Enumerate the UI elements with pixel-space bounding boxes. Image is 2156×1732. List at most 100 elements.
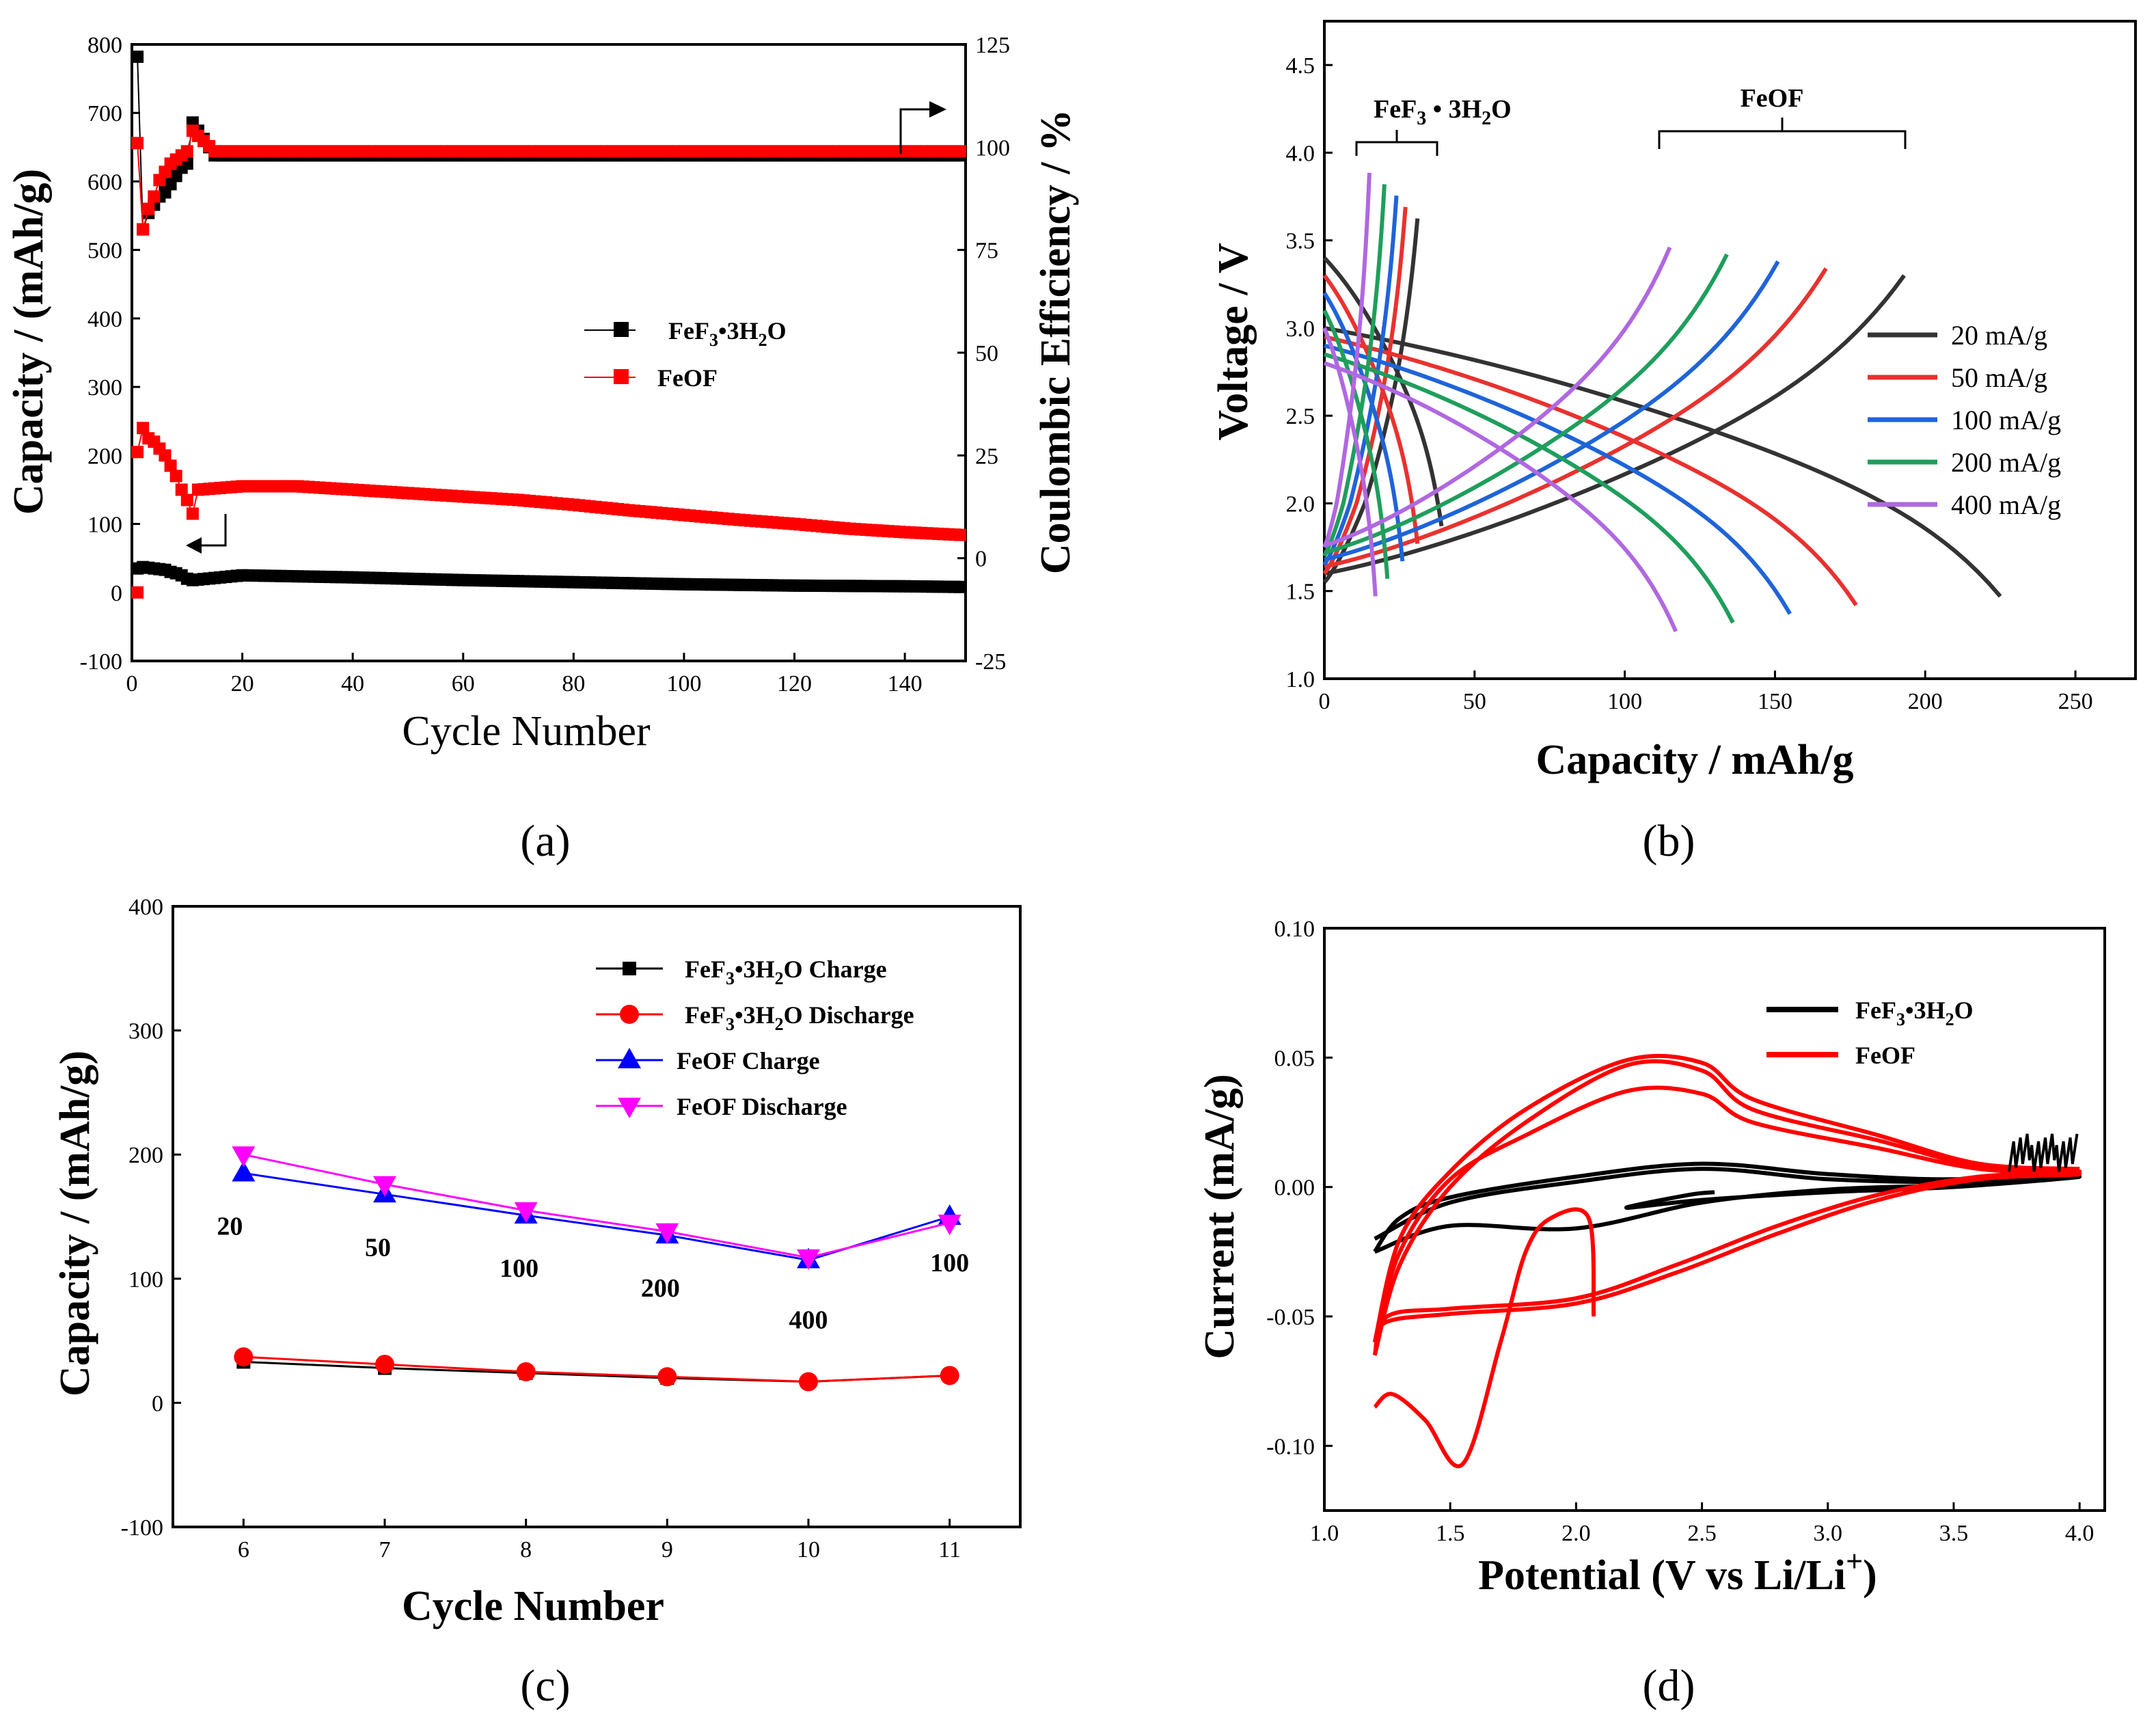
a-point bbox=[953, 528, 966, 541]
panel-a-ylabel: Capacity / (mAh/g) bbox=[5, 169, 52, 515]
c-series-line-2 bbox=[243, 1172, 951, 1262]
panel-c-chart: 6 7 8 9 10 11 -100 0 100 200 300 400 20 50 100 200 400 1… bbox=[52, 895, 1022, 1711]
b-curve-50mAg-1 bbox=[1324, 334, 1858, 606]
panel-b-plot-frame bbox=[1323, 20, 2137, 680]
b-curve-100mAg-1 bbox=[1324, 343, 1792, 615]
a-point bbox=[169, 470, 182, 483]
b-curve-50mAg-0 bbox=[1324, 267, 1828, 569]
a-point bbox=[131, 51, 144, 64]
c-marker-circle bbox=[657, 1367, 677, 1387]
c-series-line-1 bbox=[243, 1355, 950, 1383]
c-marker-triangle-down bbox=[797, 1249, 820, 1270]
a-x-tick-label: 60 bbox=[452, 671, 475, 696]
b-curve-50mAg-3 bbox=[1322, 274, 1420, 544]
panel-a-arrowhead-right bbox=[929, 101, 946, 118]
legend-label-feof: FeOF bbox=[657, 364, 718, 392]
c-y-tick-label: 100 bbox=[128, 1267, 163, 1293]
panel-d-xlabel: Potential (V vs Li/Li+) bbox=[1478, 1545, 1877, 1599]
a-point bbox=[953, 580, 966, 593]
a-x-tick-label: 0 bbox=[126, 671, 138, 696]
feof-group-label: FeOF bbox=[1741, 84, 1804, 113]
a-point bbox=[131, 586, 144, 599]
d-y-tick-label: 0.05 bbox=[1274, 1046, 1315, 1071]
a-yr-tick-label: 50 bbox=[975, 341, 998, 366]
b-legend-label: 400 mA/g bbox=[1951, 489, 2061, 520]
b-x-tick-label: 0 bbox=[1319, 689, 1331, 714]
panel-a-arrow-right-axis bbox=[899, 108, 940, 154]
d-y-tick-label: -0.10 bbox=[1266, 1434, 1315, 1459]
a-yr-tick-label: 75 bbox=[975, 239, 998, 264]
c-legend-label: FeF3•3H2O Discharge bbox=[685, 1001, 914, 1034]
a-yr-tick-label: 100 bbox=[975, 135, 1010, 161]
panel-a-arrowhead-left bbox=[186, 537, 202, 554]
a-x-tick-label: 100 bbox=[666, 671, 701, 696]
d-x-tick-label: 4.0 bbox=[2065, 1521, 2094, 1546]
panel-c-legend: FeF3•3H2O Charge FeF3•3H2O Discharge FeOF … bbox=[596, 956, 914, 1120]
a-yr-tick-label: 0 bbox=[975, 547, 987, 572]
b-curve-20mAg-2 bbox=[1322, 218, 1420, 584]
fef3-bracket bbox=[1355, 130, 1438, 156]
a-series-line-2 bbox=[137, 57, 960, 230]
b-curve-200mAg-1 bbox=[1324, 352, 1735, 624]
a-point bbox=[159, 449, 172, 462]
panel-d-label: (d) bbox=[1643, 1661, 1695, 1711]
a-point bbox=[137, 422, 150, 435]
d-cv-FeOF-1 bbox=[1372, 1059, 2082, 1356]
c-series-line-3 bbox=[243, 1153, 951, 1259]
a-yr-tick-label: 125 bbox=[975, 33, 1010, 58]
b-y-tick-label: 4.5 bbox=[1286, 53, 1315, 79]
a-y-tick-label: -100 bbox=[80, 649, 122, 675]
b-curve-200mAg-0 bbox=[1324, 253, 1729, 555]
a-point bbox=[186, 507, 199, 520]
fef3-group-label: FeF3 • 3H2O bbox=[1374, 95, 1512, 129]
c-y-tick-label: 0 bbox=[152, 1391, 163, 1416]
c-legend-label: FeOF Charge bbox=[677, 1047, 820, 1074]
c-marker-triangle-down bbox=[373, 1176, 396, 1197]
legend-marker-feof bbox=[614, 369, 629, 384]
d-y-tick-label: 0.00 bbox=[1274, 1176, 1315, 1201]
panel-d-ylabel: Current (mA/g) bbox=[1197, 1074, 1243, 1359]
panel-b-chart: 0 50 100 150 200 2501.01.52.02.53.03.54.04.5 … bbox=[1210, 20, 2137, 866]
c-x-tick-label: 11 bbox=[938, 1537, 961, 1562]
legend-marker-fef3 bbox=[614, 322, 629, 337]
b-y-tick-label: 1.5 bbox=[1286, 580, 1315, 605]
c-series-line-0 bbox=[243, 1360, 950, 1383]
c-marker-triangle-down bbox=[938, 1215, 961, 1236]
d-cv-FeOF-2 bbox=[1372, 1085, 2082, 1344]
b-curve-20mAg-0 bbox=[1324, 274, 1906, 576]
b-curve-400mAg-2 bbox=[1322, 172, 1372, 548]
c-rate-label: 100 bbox=[930, 1249, 969, 1277]
a-point bbox=[148, 190, 161, 203]
b-y-tick-label: 3.0 bbox=[1286, 316, 1315, 342]
c-marker-circle bbox=[799, 1372, 818, 1392]
a-x-tick-label: 140 bbox=[888, 671, 923, 696]
panel-a-xlabel: Cycle Number bbox=[402, 708, 651, 755]
c-marker-triangle-down bbox=[655, 1223, 679, 1244]
d-x-tick-label: 1.5 bbox=[1436, 1521, 1465, 1546]
a-y-tick-label: 300 bbox=[87, 375, 122, 401]
b-legend-label: 20 mA/g bbox=[1951, 320, 2047, 351]
a-y-tick-label: 400 bbox=[87, 307, 122, 332]
a-y-tick-label: 200 bbox=[87, 444, 122, 469]
d-x-tick-label: 2.5 bbox=[1687, 1521, 1717, 1546]
a-point bbox=[180, 493, 193, 506]
c-y-tick-label: 200 bbox=[128, 1143, 163, 1168]
panel-c-ylabel: Capacity / (mAh/g) bbox=[52, 1051, 98, 1396]
panel-a-arrow-left-axis bbox=[195, 514, 227, 547]
c-marker-circle bbox=[234, 1347, 254, 1367]
b-legend-label: 100 mA/g bbox=[1951, 405, 2061, 435]
c-marker-triangle-down bbox=[232, 1146, 256, 1167]
panel-d-legend: FeF3•3H2O FeOF bbox=[1766, 997, 1974, 1069]
c-marker-circle bbox=[516, 1362, 536, 1381]
a-y-tick-label: 500 bbox=[87, 239, 122, 264]
b-curve-200mAg-2 bbox=[1322, 184, 1387, 557]
c-x-tick-label: 6 bbox=[238, 1537, 249, 1562]
b-x-tick-label: 250 bbox=[2058, 689, 2093, 714]
panel-b-xlabel: Capacity / mAh/g bbox=[1536, 737, 1854, 783]
c-rate-label: 20 bbox=[217, 1212, 243, 1241]
a-y-tick-label: 600 bbox=[87, 170, 122, 195]
panel-d-plot-frame bbox=[1323, 927, 2106, 1512]
c-marker-triangle-up bbox=[618, 1048, 641, 1068]
c-legend-label: FeOF Discharge bbox=[677, 1093, 847, 1120]
c-legend-label: FeF3•3H2O Charge bbox=[685, 956, 887, 988]
